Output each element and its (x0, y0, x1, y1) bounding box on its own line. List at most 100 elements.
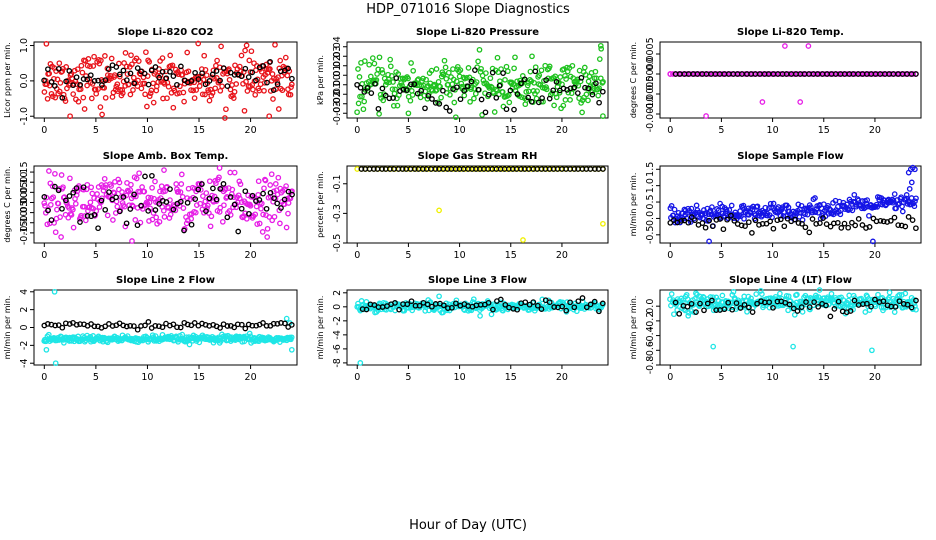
x-tick-label: 5 (405, 250, 411, 261)
data-point (795, 220, 802, 226)
y-tick-label: -0.05 (19, 200, 30, 225)
panel-title: Slope Sample Flow (737, 151, 844, 162)
data-point (272, 181, 279, 187)
data-point (831, 306, 838, 312)
data-point (693, 309, 699, 315)
data-point (583, 91, 590, 98)
data-point (61, 339, 67, 346)
data-point (563, 307, 570, 314)
data-point (538, 306, 545, 312)
data-point (59, 324, 66, 331)
data-point (188, 221, 195, 228)
data-point (267, 182, 274, 188)
data-point (84, 76, 91, 83)
data-point (246, 57, 253, 64)
data-point (52, 183, 58, 190)
data-point (473, 79, 480, 85)
data-point (539, 95, 545, 101)
y-tick-label: 1.5 (645, 162, 656, 177)
data-point (692, 217, 698, 224)
data-point (518, 94, 525, 101)
data-point (54, 76, 61, 83)
data-point (192, 209, 199, 216)
data-point (242, 325, 249, 332)
data-point (798, 304, 805, 310)
data-point (124, 71, 131, 77)
data-point (238, 205, 245, 212)
data-point (591, 298, 598, 305)
data-point (667, 219, 674, 226)
data-point (913, 306, 919, 313)
data-point (156, 74, 163, 81)
data-point (786, 301, 793, 308)
data-point (728, 202, 735, 209)
data-point (390, 79, 396, 85)
data-point (896, 298, 903, 305)
data-point (476, 46, 483, 53)
data-point (579, 109, 585, 116)
data-point (121, 60, 127, 66)
data-point (209, 90, 216, 96)
data-point (259, 229, 266, 235)
data-point (217, 204, 224, 211)
data-point (667, 71, 674, 77)
data-point (217, 185, 224, 192)
data-point (399, 166, 406, 172)
x-tick-label: 20 (245, 125, 257, 136)
data-point (167, 68, 173, 75)
data-point (115, 176, 122, 183)
data-point (289, 188, 295, 195)
series-fit (667, 164, 919, 245)
data-point (127, 187, 134, 193)
data-point (704, 300, 711, 307)
x-tick-label: 10 (767, 250, 779, 261)
data-point (879, 71, 886, 77)
data-point (472, 90, 479, 97)
data-point (55, 187, 62, 194)
data-point (699, 220, 706, 226)
data-point (703, 113, 709, 119)
data-point (390, 102, 397, 109)
data-point (543, 86, 550, 93)
data-point (219, 83, 225, 90)
data-point (592, 166, 598, 172)
data-point (134, 326, 141, 333)
data-point (525, 94, 532, 101)
data-point (777, 290, 783, 297)
data-point (253, 77, 259, 84)
data-point (902, 290, 909, 297)
data-point (428, 67, 435, 74)
x-tick-label: 0 (667, 125, 673, 136)
data-point (123, 77, 130, 83)
data-point (389, 86, 396, 93)
data-point (80, 76, 87, 82)
data-point (465, 65, 472, 71)
data-point (557, 74, 564, 80)
panel-p7: Slope Line 2 Flow 0 5 10 15 20 -4 -2 0 2 4 ml/min p… (3, 275, 298, 383)
data-point (247, 202, 254, 209)
data-point (59, 94, 66, 101)
data-point (454, 84, 460, 91)
data-point (127, 322, 134, 329)
x-tick-label: 20 (869, 125, 881, 136)
data-point (546, 95, 553, 102)
data-point (270, 320, 277, 327)
data-point (375, 105, 382, 112)
data-point (249, 69, 256, 76)
data-point (177, 198, 184, 205)
data-point (720, 226, 727, 233)
data-point (785, 71, 792, 77)
series-reference (359, 295, 606, 315)
data-point (799, 309, 806, 315)
data-point (838, 225, 845, 231)
data-point (131, 323, 137, 329)
data-point (526, 301, 533, 308)
data-point (538, 67, 545, 74)
data-point (396, 306, 402, 313)
data-point (161, 214, 168, 220)
data-point (50, 194, 57, 201)
data-point (483, 70, 489, 76)
data-point (105, 66, 112, 72)
data-point (200, 193, 206, 199)
data-point (181, 227, 187, 234)
